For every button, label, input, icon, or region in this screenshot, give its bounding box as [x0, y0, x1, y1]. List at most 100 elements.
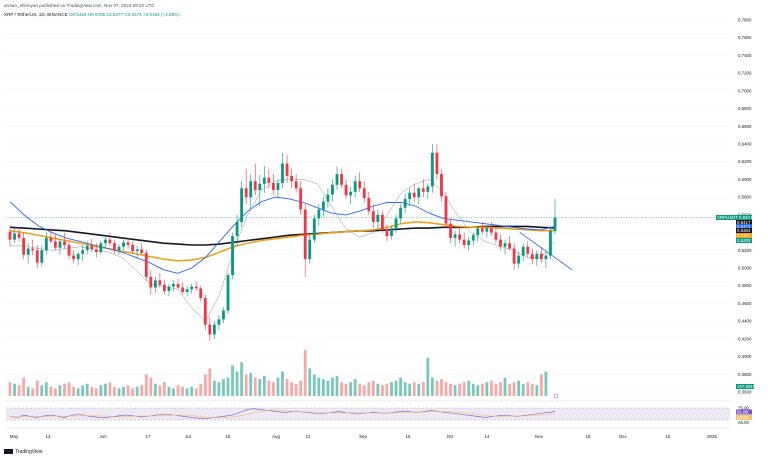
- candle-body: [530, 253, 534, 260]
- y-tick-label: 0.3800: [738, 372, 752, 377]
- volume-bar: [267, 380, 271, 396]
- candle-body: [362, 188, 366, 199]
- candle-body: [35, 250, 39, 263]
- volume-bar: [231, 365, 234, 396]
- volume-bar: [308, 368, 312, 396]
- volume-bar: [494, 383, 498, 396]
- volume-bar: [149, 377, 153, 396]
- candle-body: [435, 152, 439, 175]
- volume-bar: [54, 388, 57, 396]
- volume-bar: [526, 382, 530, 396]
- volume-bar: [76, 388, 80, 396]
- y-tick-label: 0.7200: [738, 71, 752, 76]
- y-tick-label: 0.7400: [738, 53, 752, 58]
- candle-body: [262, 177, 266, 184]
- candle-body: [94, 249, 98, 253]
- candle-body: [8, 231, 12, 240]
- candle-body: [503, 243, 507, 247]
- volume-bar: [26, 386, 30, 396]
- volume-bar: [349, 382, 353, 396]
- volume-bar: [362, 385, 366, 396]
- volume-bar: [153, 383, 157, 396]
- y-tick-label: 0.6000: [738, 177, 752, 182]
- rsi-tag-label: 61.88: [737, 409, 749, 414]
- volume-bar: [317, 377, 321, 396]
- volume-bar: [103, 383, 107, 396]
- candle-body: [521, 246, 525, 256]
- volume-bar: [326, 380, 330, 396]
- price-tag: [736, 224, 752, 230]
- candle-body: [181, 287, 184, 292]
- volume-bar: [172, 388, 175, 396]
- candle-body: [40, 250, 44, 263]
- price-tag-label: 0.5471: [737, 224, 751, 229]
- candle-body: [172, 283, 175, 287]
- price-tag: [716, 215, 752, 221]
- candle-body: [453, 234, 457, 238]
- volume-bar: [530, 383, 534, 396]
- candle-body: [17, 233, 21, 238]
- volume-bar: [217, 382, 221, 396]
- candle-body: [358, 181, 362, 189]
- candle-body: [430, 152, 434, 187]
- candle-body: [131, 244, 135, 252]
- volume-bar: [63, 383, 66, 396]
- candle-body: [462, 239, 466, 245]
- candle-body: [476, 228, 480, 236]
- volume-bar: [35, 380, 39, 396]
- volume-bar: [117, 388, 121, 396]
- volume-bar: [8, 382, 12, 396]
- candle-body: [122, 242, 125, 247]
- rsi-ma-line: [9, 409, 556, 419]
- candle-body: [340, 174, 343, 185]
- candle-body: [308, 239, 312, 260]
- volume-bar: [276, 377, 280, 396]
- volume-bar: [508, 383, 511, 396]
- candle-body: [113, 243, 116, 251]
- candle-body: [326, 194, 330, 202]
- candle-body: [549, 230, 552, 256]
- candle-body: [353, 181, 357, 192]
- volume-bar: [371, 380, 375, 396]
- x-tick-label: 15: [226, 434, 231, 439]
- volume-bar: [321, 379, 325, 396]
- candle-body: [158, 280, 162, 285]
- price-tag-label: 0.5384: [737, 228, 751, 233]
- volume-bar: [272, 382, 275, 396]
- candle-body: [494, 232, 498, 240]
- tradingview-logo-icon: [4, 449, 13, 455]
- tradingview-footer: TradingView: [4, 449, 43, 455]
- volume-tag-label: 167.891M: [737, 384, 757, 389]
- y-tick-label: 0.4000: [738, 354, 752, 359]
- candle-body: [290, 175, 293, 182]
- candle-body: [140, 249, 144, 253]
- candle-body: [81, 250, 85, 254]
- volume-bar: [185, 388, 189, 396]
- volume-bar: [430, 377, 434, 396]
- y-tick-label: 0.5800: [738, 195, 752, 200]
- rsi-line: [9, 408, 556, 420]
- candle-body: [253, 181, 257, 191]
- volume-bar: [249, 373, 253, 396]
- candle-body: [539, 253, 543, 260]
- volume-bar: [72, 386, 75, 396]
- candle-body: [67, 244, 71, 256]
- candle-body: [408, 192, 412, 199]
- time-axis: May 13 Jun 17 Jul 15 Aug 12 Sep 16 Oct 14 Nov 18 Dec 16…: [10, 434, 718, 439]
- volume-bar: [312, 374, 316, 396]
- volume-bar: [58, 385, 62, 396]
- volume-bar: [353, 379, 357, 396]
- volume-bar: [212, 380, 216, 396]
- volume-bar: [126, 385, 130, 396]
- candle-body: [331, 184, 334, 195]
- y-tick-label: 0.7000: [738, 88, 752, 93]
- price-tag-label: XRPUSDT 0.5574: [717, 215, 753, 220]
- volume-bar: [203, 374, 207, 396]
- volume-bar: [240, 362, 244, 396]
- candle-body: [512, 248, 516, 264]
- volume-bar: [281, 371, 284, 396]
- candle-body: [272, 182, 275, 191]
- volume-bar: [99, 385, 103, 396]
- volume-bar: [303, 350, 307, 396]
